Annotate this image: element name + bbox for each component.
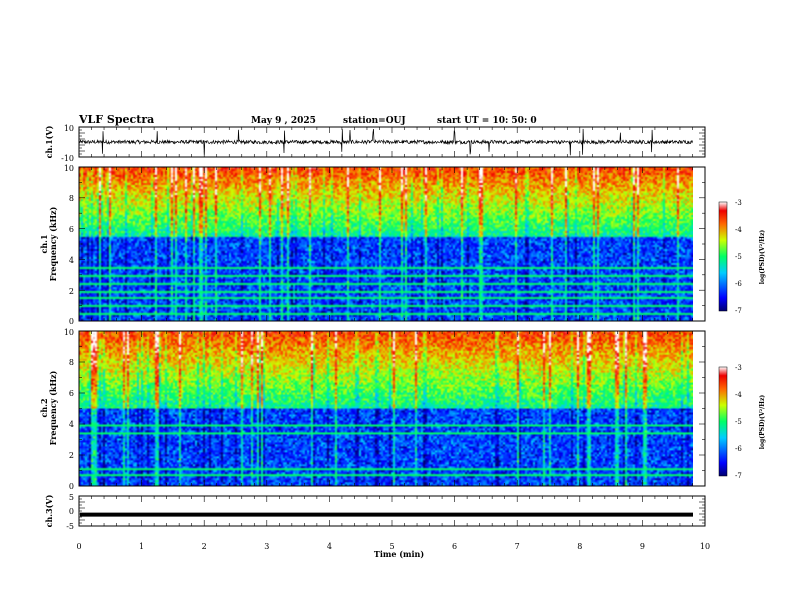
- ch1-spectrogram-panel: 0 2 4 6 8 10 ch.1 Frequency (kHz): [39, 164, 706, 326]
- ch1-ytick-bottom: -10: [61, 154, 74, 163]
- ch2-ytick-0: 0: [69, 482, 74, 491]
- xtick-6: 6: [452, 542, 457, 551]
- ch3-waveform-panel: 5 0 -5 ch.3(V): [44, 493, 706, 531]
- xtick-4: 4: [327, 542, 332, 551]
- ch1-cbtick-m3: -3: [735, 199, 742, 207]
- xtick-8: 8: [577, 542, 582, 551]
- ch1-colorbar: -3 -4 -5 -6 -7 log(PSD)(V²/Hz): [718, 199, 766, 315]
- figure-title: VLF Spectra: [78, 113, 154, 126]
- x-axis-label: Time (min): [374, 549, 424, 559]
- ch1-ylabel: ch.1(V): [44, 125, 54, 158]
- ch1-ytick-0: 0: [69, 317, 74, 326]
- start-time-label: start UT = 10: 50: 0: [437, 116, 537, 126]
- ch2-ytick-6: 6: [69, 389, 74, 398]
- ch2-colorbar-label: log(PSD)(V²/Hz): [759, 395, 766, 450]
- xtick-3: 3: [264, 542, 269, 551]
- ch2-ytick-4: 4: [69, 420, 74, 429]
- ch1-ylabel-frequency: Frequency (kHz): [48, 206, 58, 281]
- ch2-spectrogram-panel: 0 2 4 6 8 10 ch.2 Frequency (kHz): [39, 328, 706, 491]
- ch2-cbtick-m3: -3: [735, 364, 742, 372]
- xtick-7: 7: [515, 542, 520, 551]
- station-label: station=OUJ: [343, 116, 406, 126]
- ch1-ytick-6: 6: [69, 225, 74, 234]
- ch1-cbtick-m5: -5: [735, 253, 742, 261]
- ch1-ytick-4: 4: [69, 256, 74, 265]
- ch2-spectrogram-image: [79, 331, 693, 486]
- ch1-cbtick-m6: -6: [735, 280, 742, 288]
- axis-tickmarks: [78, 126, 706, 527]
- ch1-waveform-line: [78, 128, 693, 156]
- ch1-cbtick-m4: -4: [735, 226, 742, 234]
- ch3-ytick-m5: -5: [66, 522, 74, 531]
- ch1-ylabel-channel: ch.1: [39, 234, 49, 253]
- ch2-colorbar: -3 -4 -5 -6 -7 log(PSD)(V²/Hz): [718, 364, 766, 480]
- ch2-cbtick-m4: -4: [735, 391, 742, 399]
- xtick-1: 1: [139, 542, 144, 551]
- ch1-cbtick-m7: -7: [735, 307, 742, 315]
- ch2-cbtick-m7: -7: [735, 472, 742, 480]
- xtick-5: 5: [389, 542, 394, 551]
- ch3-ytick-0: 0: [69, 507, 74, 516]
- x-axis: 0 1 2 3 4 5 6 7 8 9 10 Time (min): [76, 542, 710, 559]
- ch1-ytick-8: 8: [69, 194, 74, 203]
- xtick-0: 0: [76, 542, 81, 551]
- ch2-ytick-8: 8: [69, 358, 74, 367]
- ch2-cbtick-m5: -5: [735, 418, 742, 426]
- ch2-ytick-2: 2: [69, 451, 74, 460]
- ch3-ylabel: ch.3(V): [44, 494, 54, 527]
- ch1-ytick-top: 10: [64, 124, 74, 133]
- ch2-ylabel-frequency: Frequency (kHz): [48, 370, 58, 445]
- ch1-spectrogram-image: [79, 167, 693, 321]
- ch1-ytick-10: 10: [64, 164, 74, 173]
- ch1-ytick-2: 2: [69, 287, 74, 296]
- ch1-colorbar-gradient: [718, 201, 728, 312]
- date-label: May 9 , 2025: [251, 116, 316, 126]
- ch1-waveform-panel: 10 -10 ch.1(V): [44, 124, 706, 163]
- xtick-10: 10: [700, 542, 710, 551]
- ch2-ylabel-channel: ch.2: [39, 398, 49, 417]
- ch2-colorbar-gradient: [718, 366, 728, 477]
- ch3-ytick-5: 5: [69, 493, 74, 502]
- ch2-ytick-10: 10: [64, 328, 74, 337]
- ch1-colorbar-label: log(PSD)(V²/Hz): [759, 230, 766, 285]
- ch2-cbtick-m6: -6: [735, 445, 742, 453]
- xtick-2: 2: [202, 542, 207, 551]
- xtick-9: 9: [640, 542, 645, 551]
